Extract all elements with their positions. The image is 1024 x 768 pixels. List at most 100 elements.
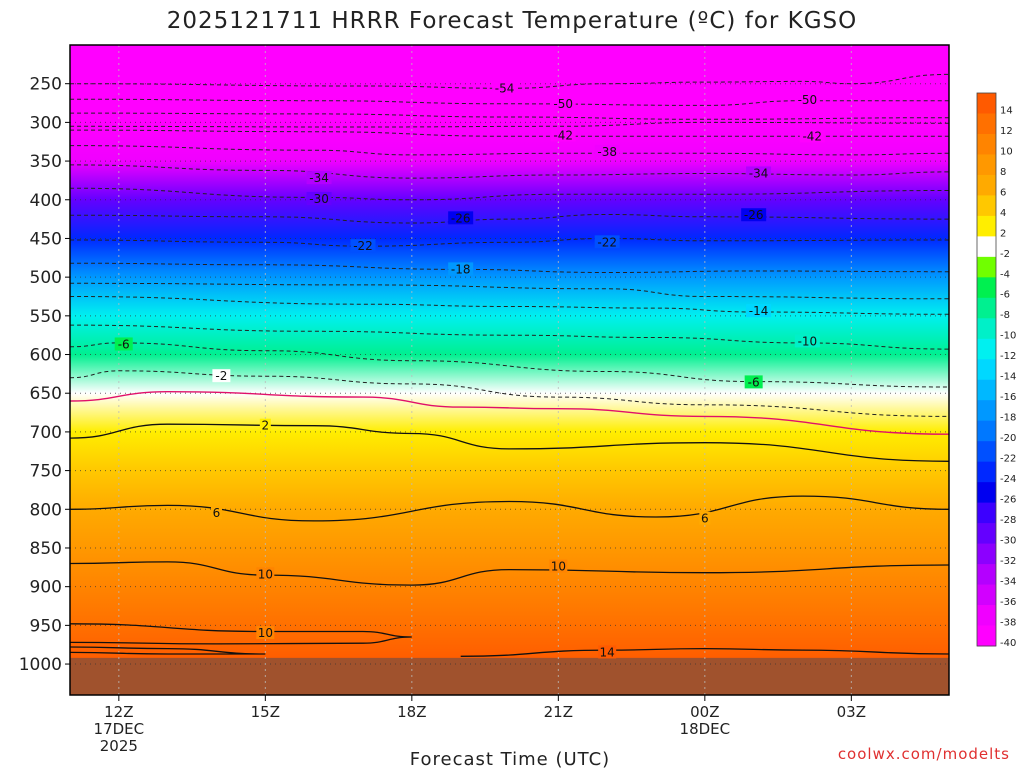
isotherm-label: -26 bbox=[744, 208, 764, 222]
isotherm-labels: -54-50 -50-42 -42-38-34 -34-30-26 -26-22 -22-… bbox=[114, 81, 825, 659]
colorbar-swatch bbox=[977, 441, 996, 463]
isotherm-line bbox=[70, 561, 949, 586]
colorbar-label: -30 bbox=[1000, 536, 1016, 547]
isotherm-label-bg bbox=[794, 334, 820, 348]
x-tick-label: 12Z bbox=[104, 703, 133, 721]
y-tick-label: 500 bbox=[30, 268, 62, 288]
colorbar-swatch bbox=[977, 523, 996, 545]
isotherm-label: -54 bbox=[495, 81, 515, 95]
colorbar-swatch bbox=[977, 400, 996, 422]
y-tick-label: 400 bbox=[30, 191, 62, 211]
isotherm-label-bg bbox=[746, 304, 772, 318]
isotherm-label: -34 bbox=[749, 166, 769, 180]
isotherm-label-bg bbox=[306, 191, 332, 205]
colorbar-swatch bbox=[977, 502, 996, 524]
colorbar-swatch bbox=[977, 174, 996, 196]
isotherm-label-bg bbox=[799, 129, 825, 143]
colorbar-label: 8 bbox=[1000, 167, 1006, 178]
y-tick-label: 750 bbox=[30, 462, 62, 482]
isotherm-line bbox=[70, 296, 949, 315]
isotherm-label-bg bbox=[492, 81, 518, 95]
x-tick-label: 15Z bbox=[251, 703, 280, 721]
x-tick-label: 18DEC bbox=[680, 720, 731, 738]
isotherm-label-bg bbox=[549, 559, 568, 573]
colorbar-swatch bbox=[977, 379, 996, 401]
colorbar-label: -14 bbox=[1000, 372, 1016, 383]
x-tick-label: 21Z bbox=[544, 703, 573, 721]
isotherm-label: -38 bbox=[597, 145, 617, 159]
plot-frame bbox=[69, 44, 950, 696]
colorbar-swatch bbox=[977, 420, 996, 442]
isotherm-line bbox=[70, 121, 949, 128]
isotherm-line bbox=[70, 145, 949, 156]
isotherm-label: 10 bbox=[551, 560, 566, 574]
isotherm-label: -50 bbox=[798, 93, 818, 107]
isotherm-line bbox=[70, 237, 949, 247]
colorbar-swatch bbox=[977, 113, 996, 135]
y-tick-label: 300 bbox=[30, 113, 62, 133]
isotherm-label-bg bbox=[448, 262, 474, 276]
colorbar-swatch bbox=[977, 625, 996, 647]
x-tick-label: 03Z bbox=[837, 703, 866, 721]
y-tick-label: 850 bbox=[30, 539, 62, 559]
chart-title: 2025121711 HRRR Forecast Temperature (ºC… bbox=[167, 8, 858, 34]
colorbar-label: -36 bbox=[1000, 597, 1016, 608]
colorbar-label: -34 bbox=[1000, 576, 1016, 587]
x-axis-label: Forecast Time (UTC) bbox=[410, 749, 610, 768]
colorbar-label: -26 bbox=[1000, 495, 1016, 506]
colorbar-label: -38 bbox=[1000, 617, 1016, 628]
isotherm-label-bg bbox=[448, 211, 474, 225]
isotherm-label: -6 bbox=[748, 375, 760, 389]
x-tick-label: 18Z bbox=[397, 703, 426, 721]
colorbar-label: -12 bbox=[1000, 351, 1016, 362]
isotherm-label-bg bbox=[114, 337, 133, 351]
x-tick-label: 00Z bbox=[690, 703, 719, 721]
y-tick-label: 600 bbox=[30, 346, 62, 366]
y-tick-label: 350 bbox=[30, 152, 62, 172]
isotherm-label-bg bbox=[699, 511, 711, 525]
colorbar-label: -18 bbox=[1000, 413, 1016, 424]
colorbar-label: 12 bbox=[1000, 126, 1013, 137]
y-tick-label: 450 bbox=[30, 229, 62, 249]
isotherm-line bbox=[70, 495, 949, 522]
colorbar-swatch bbox=[977, 215, 996, 237]
colorbar-swatch bbox=[977, 564, 996, 586]
colorbar-label: 4 bbox=[1000, 208, 1006, 219]
isotherm-label-bg bbox=[741, 208, 767, 222]
isotherm-label-bg bbox=[259, 418, 271, 432]
isotherm-label-bg bbox=[212, 369, 231, 383]
colorbar-label: -40 bbox=[1000, 638, 1016, 649]
isotherm-label-bg bbox=[256, 567, 275, 581]
isotherm-label: 6 bbox=[701, 512, 709, 526]
isotherm-label: -26 bbox=[451, 211, 471, 225]
isotherm-line bbox=[460, 647, 949, 657]
colorbar-label: -10 bbox=[1000, 331, 1016, 342]
colorbar-label: 2 bbox=[1000, 228, 1006, 239]
y-tick-label: 900 bbox=[30, 578, 62, 598]
y-tick-label: 650 bbox=[30, 384, 62, 404]
isotherm-label: 10 bbox=[258, 626, 273, 640]
colorbar-swatch bbox=[977, 133, 996, 155]
colorbar-swatch bbox=[977, 605, 996, 627]
isotherm-label: -2 bbox=[215, 369, 227, 383]
isotherm-label: -22 bbox=[353, 239, 373, 253]
colorbar-swatch bbox=[977, 584, 996, 606]
isotherm-label: 14 bbox=[600, 645, 615, 659]
ground-layer bbox=[70, 657, 949, 695]
isotherm-label: -22 bbox=[597, 235, 617, 249]
isotherm-line bbox=[70, 164, 949, 179]
colorbar-label: -22 bbox=[1000, 454, 1016, 465]
colorbar-swatch bbox=[977, 195, 996, 217]
y-tick-label: 1000 bbox=[19, 655, 62, 675]
colorbar-label: -28 bbox=[1000, 515, 1016, 526]
isotherm-label: -34 bbox=[309, 171, 329, 185]
colorbar-swatch bbox=[977, 297, 996, 319]
isotherm-line bbox=[70, 73, 949, 89]
isotherm-label-bg bbox=[794, 92, 820, 106]
colorbar-swatch bbox=[977, 154, 996, 176]
colorbar-label: 10 bbox=[1000, 146, 1013, 157]
colorbar-swatch bbox=[977, 482, 996, 504]
y-tick-label: 800 bbox=[30, 500, 62, 520]
isotherm-label: 2 bbox=[262, 419, 270, 433]
